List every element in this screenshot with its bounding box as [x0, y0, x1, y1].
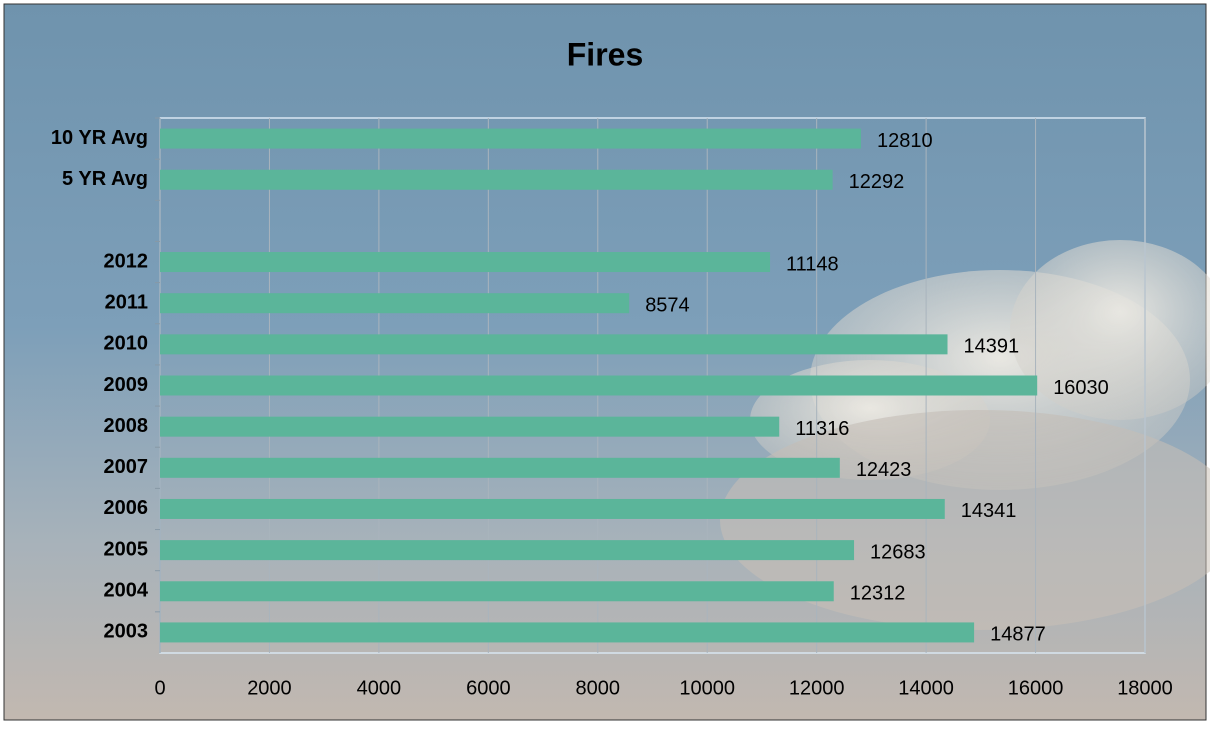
- x-tick-label: 0: [154, 677, 165, 699]
- bar: [160, 170, 833, 190]
- y-tick-label: 2012: [104, 250, 149, 272]
- x-tick-label: 8000: [576, 677, 621, 699]
- x-tick-label: 6000: [466, 677, 511, 699]
- x-tick-label: 4000: [357, 677, 402, 699]
- x-tick-label: 14000: [898, 677, 954, 699]
- y-tick-label: 2010: [104, 333, 149, 355]
- value-label: 11316: [795, 418, 849, 440]
- chart: Fires 0 2000 4000 6000 8000 10000 12000 14000 16…: [0, 0, 1210, 725]
- y-tick-label: 2004: [104, 580, 149, 602]
- value-label: 14341: [961, 500, 1017, 522]
- x-tick-label: 10000: [679, 677, 735, 699]
- bar: [160, 334, 948, 354]
- x-tick-label: 16000: [1008, 677, 1064, 699]
- value-label: 12810: [877, 130, 933, 152]
- x-tick-label: 2000: [247, 677, 292, 699]
- chart-title: Fires: [567, 36, 643, 72]
- value-label: 12423: [856, 459, 912, 481]
- value-label: 12312: [850, 583, 906, 605]
- y-tick-label: 2006: [104, 497, 149, 519]
- bar: [160, 417, 779, 437]
- bar: [160, 622, 974, 642]
- y-tick-label: 5 YR Avg: [62, 168, 148, 190]
- bar: [160, 540, 854, 560]
- bar: [160, 458, 840, 478]
- bar: [160, 252, 770, 272]
- bar: [160, 499, 945, 519]
- bar: [160, 129, 861, 149]
- value-label: 8574: [645, 294, 690, 316]
- y-tick-label: 2007: [104, 456, 149, 478]
- bar: [160, 293, 629, 313]
- value-label: 14877: [990, 624, 1046, 646]
- bar: [160, 376, 1037, 396]
- page: {"chart_data": {"type": "bar", "orientat…: [0, 0, 1210, 725]
- x-tick-label: 12000: [789, 677, 845, 699]
- y-tick-label: 2008: [104, 415, 149, 437]
- y-tick-label: 2003: [104, 621, 149, 643]
- y-tick-label: 2011: [105, 291, 148, 313]
- value-label: 11148: [786, 253, 839, 275]
- value-label: 12683: [870, 541, 926, 563]
- bar: [160, 581, 834, 601]
- x-tick-label: 18000: [1117, 677, 1173, 699]
- value-label: 14391: [964, 336, 1020, 358]
- value-label: 12292: [849, 171, 905, 193]
- value-label: 16030: [1053, 377, 1109, 399]
- y-tick-label: 2005: [104, 538, 149, 560]
- y-tick-label: 2009: [104, 374, 149, 396]
- y-tick-label: 10 YR Avg: [51, 127, 148, 149]
